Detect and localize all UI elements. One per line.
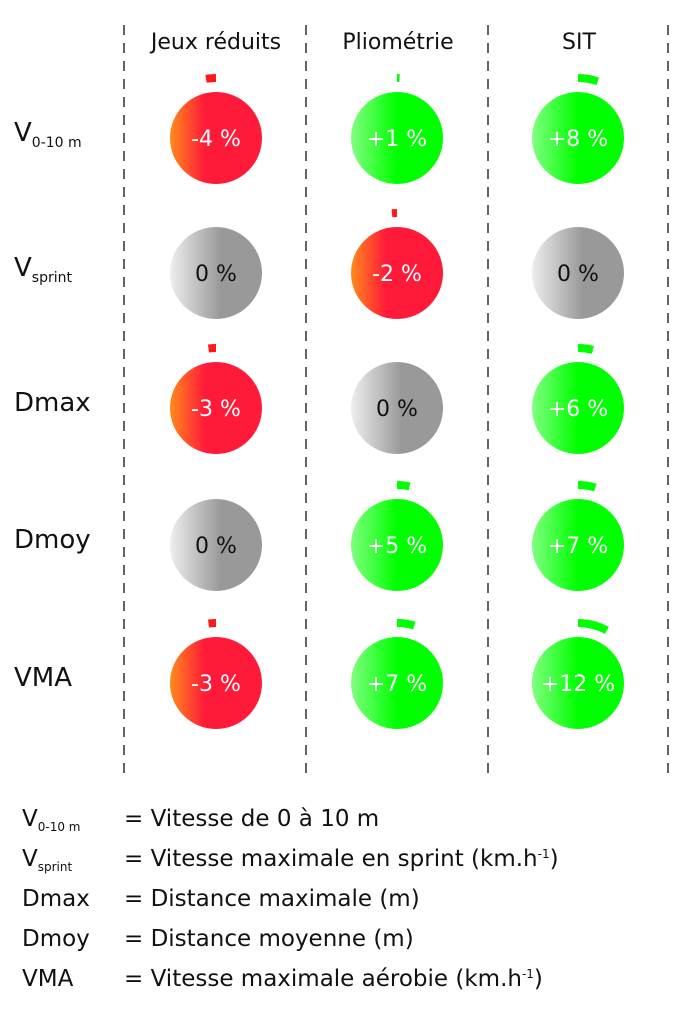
value-circle (351, 362, 443, 454)
row-label: VMA (14, 663, 73, 693)
value-circle (532, 362, 624, 454)
value-label: +12 % (541, 672, 615, 697)
value-circle (351, 92, 443, 184)
value-label: 0 % (376, 397, 418, 422)
change-arc-marker (396, 619, 416, 630)
value-label: +5 % (367, 534, 427, 559)
value-label: -3 % (191, 672, 241, 697)
column-header-pliometrie: Pliométrie (342, 30, 454, 55)
row-label: Dmoy (14, 525, 91, 555)
value-circle (351, 227, 443, 319)
value-circle (170, 92, 262, 184)
legend-description: = Vitesse maximale aérobie (km.h-1) (124, 966, 543, 992)
value-label: +7 % (367, 672, 427, 697)
value-label: -4 % (191, 127, 241, 152)
row-label: Vsprint (14, 253, 72, 286)
value-circle (351, 499, 443, 591)
value-circle (532, 227, 624, 319)
value-circle (532, 637, 624, 729)
change-arc-marker (577, 74, 600, 86)
row-label: Dmax (14, 388, 91, 418)
legend-description: = Vitesse de 0 à 10 m (124, 806, 380, 832)
legend-key: V0-10 m (22, 806, 81, 834)
value-circle (532, 499, 624, 591)
value-circle (351, 637, 443, 729)
change-arc-marker (577, 481, 597, 492)
change-arc-marker (396, 481, 411, 491)
legend-key: Vsprint (22, 846, 73, 874)
value-label: -3 % (191, 397, 241, 422)
change-arc-marker (205, 74, 217, 83)
value-label: +6 % (548, 397, 608, 422)
change-arc-marker (577, 344, 594, 354)
value-label: +1 % (367, 127, 427, 152)
row-label: V0-10 m (14, 118, 82, 151)
column-header-jeux-reduits: Jeux réduits (150, 30, 282, 55)
value-circle (532, 92, 624, 184)
legend-key: VMA (22, 966, 74, 992)
value-circle (170, 637, 262, 729)
legend-description: = Vitesse maximale en sprint (km.h-1) (124, 846, 559, 872)
value-label: 0 % (557, 262, 599, 287)
value-circle (170, 499, 262, 591)
value-circle (170, 227, 262, 319)
value-label: +7 % (548, 534, 608, 559)
legend-description: = Distance moyenne (m) (124, 926, 414, 952)
legend-key: Dmax (22, 886, 90, 912)
column-header-sit: SIT (562, 30, 596, 55)
legend-description: = Distance maximale (m) (124, 886, 420, 912)
change-arc-marker (577, 619, 609, 635)
value-label: -2 % (372, 262, 422, 287)
legend-key: Dmoy (22, 926, 90, 952)
value-label: 0 % (195, 262, 237, 287)
value-label: +8 % (548, 127, 608, 152)
value-label: 0 % (195, 534, 237, 559)
value-circle (170, 362, 262, 454)
